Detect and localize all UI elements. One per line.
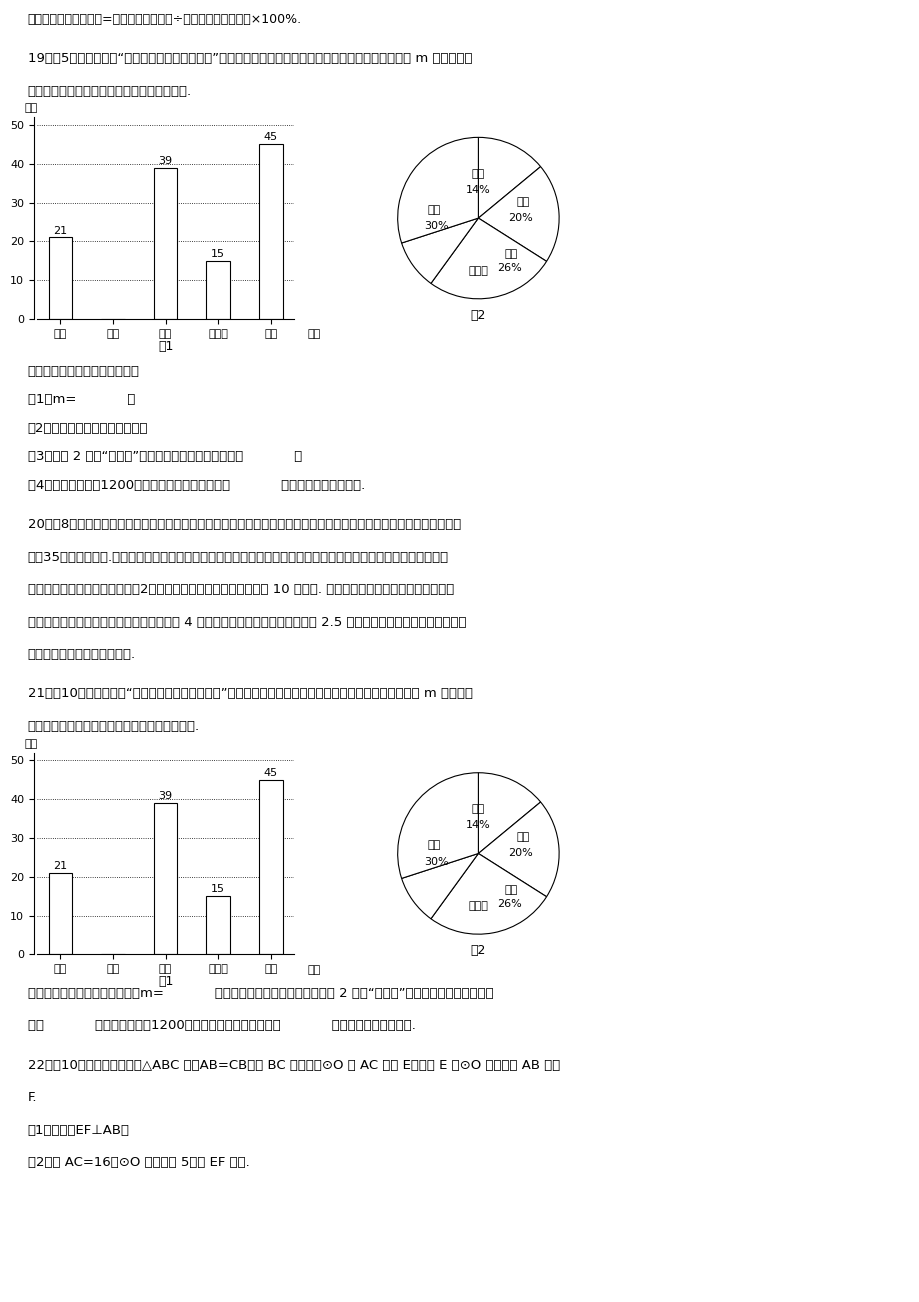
Text: 26%: 26% xyxy=(496,898,521,909)
Text: 39: 39 xyxy=(158,156,173,165)
Text: 20．（8分）某市对城区部分路段的人行道地砖、绳化带、排水管等公用设施进行全面更新改造，根据市政建设的需要，: 20．（8分）某市对城区部分路段的人行道地砖、绳化带、排水管等公用设施进行全面更… xyxy=(28,518,460,531)
Bar xyxy=(259,780,282,954)
Bar xyxy=(49,237,72,319)
Text: （3）在图 2 中，“乒专球”所对应扇形的圆心角的度数为            ；: （3）在图 2 中，“乒专球”所对应扇形的圆心角的度数为 ； xyxy=(28,450,301,464)
Wedge shape xyxy=(430,217,546,298)
Text: （2）请补全上面的条形统计图；: （2）请补全上面的条形统计图； xyxy=(28,422,148,435)
Text: 图2: 图2 xyxy=(471,309,485,322)
Text: 排球: 排球 xyxy=(471,169,484,178)
Text: （1）m=            ；: （1）m= ； xyxy=(28,393,135,406)
Wedge shape xyxy=(478,773,540,854)
Wedge shape xyxy=(478,167,559,262)
Text: 将其结果绘制成如下不完整的条形图和扇形图.: 将其结果绘制成如下不完整的条形图和扇形图. xyxy=(28,85,191,98)
Text: 图1: 图1 xyxy=(158,975,173,988)
Wedge shape xyxy=(397,138,478,243)
Bar xyxy=(49,872,72,954)
Text: 请结合以上信息解答下列问题：m=            ；请补全上面的条形统计图；在图 2 中，“乒专球”所对应扇形的圆心角的度: 请结合以上信息解答下列问题：m= ；请补全上面的条形统计图；在图 2 中，“乒专… xyxy=(28,987,493,1000)
Wedge shape xyxy=(402,217,478,284)
Wedge shape xyxy=(478,138,540,217)
Text: 45: 45 xyxy=(264,133,278,142)
Bar xyxy=(259,145,282,319)
Text: 项目: 项目 xyxy=(307,329,321,340)
Text: （2）若 AC=16，⊙O 的半径是 5，求 EF 的长.: （2）若 AC=16，⊙O 的半径是 5，求 EF 的长. xyxy=(28,1156,249,1169)
Text: 其他: 其他 xyxy=(427,204,440,215)
Wedge shape xyxy=(430,854,546,934)
Text: 21．（10分）某校开展“我最喜爱的一项体育活动”调查，要求每名学生必选且只能选一项，现随机抜查了 m 名学生，: 21．（10分）某校开展“我最喜爱的一项体育活动”调查，要求每名学生必选且只能选… xyxy=(28,687,472,700)
Text: 30%: 30% xyxy=(424,221,448,232)
Bar xyxy=(206,260,230,319)
Text: 39: 39 xyxy=(158,792,173,801)
Bar xyxy=(206,896,230,954)
Text: 14%: 14% xyxy=(466,820,490,831)
Text: 请结合以上信息解答下列问题：: 请结合以上信息解答下列问题： xyxy=(28,365,140,378)
Wedge shape xyxy=(397,773,478,879)
Text: 21: 21 xyxy=(53,861,67,871)
Text: 并将其结果绘制成如下不完整的条形图和扇形图.: 并将其结果绘制成如下不完整的条形图和扇形图. xyxy=(28,720,199,733)
Text: 19．（5分）某校开展“我最喜爱的一项体育活动”调查，要求每名学生必选且只能选一项，现随机抜查了 m 名学生，并: 19．（5分）某校开展“我最喜爱的一项体育活动”调查，要求每名学生必选且只能选一… xyxy=(28,52,471,65)
Wedge shape xyxy=(402,854,478,919)
Text: 注：某年龄段的满意率=该年龄段满意人数÷该年龄段被抜查人数×100%.: 注：某年龄段的满意率=该年龄段满意人数÷该年龄段被抜查人数×100%. xyxy=(28,13,301,26)
Text: 时完工，又能使工程费用最少.: 时完工，又能使工程费用最少. xyxy=(28,648,136,661)
Text: 20%: 20% xyxy=(507,849,532,858)
Text: 跑步: 跑步 xyxy=(504,250,516,259)
Text: 数为            ；已知该校共有1200名学生，请你估计该校约有            名学生最喜爱足球活动.: 数为 ；已知该校共有1200名学生，请你估计该校约有 名学生最喜爱足球活动. xyxy=(28,1019,415,1032)
Y-axis label: 人数: 人数 xyxy=(25,103,38,113)
Text: 45: 45 xyxy=(264,768,278,777)
Text: 排球: 排球 xyxy=(471,805,484,814)
Text: （4）已知该校共有1200名学生，请你估计该校约有            名学生最喜爱足球活动.: （4）已知该校共有1200名学生，请你估计该校约有 名学生最喜爱足球活动. xyxy=(28,479,365,492)
Text: 项目: 项目 xyxy=(307,965,321,975)
Text: 其他: 其他 xyxy=(427,840,440,850)
Text: 足球: 足球 xyxy=(516,832,528,842)
Text: 足球: 足球 xyxy=(516,197,528,207)
Text: 30%: 30% xyxy=(424,857,448,867)
Text: 跑步: 跑步 xyxy=(504,885,516,894)
Y-axis label: 人数: 人数 xyxy=(25,738,38,749)
Text: F.: F. xyxy=(28,1091,37,1104)
Wedge shape xyxy=(478,802,559,897)
Text: 图2: 图2 xyxy=(471,944,485,957)
Bar xyxy=(153,168,177,319)
Text: 乒专球: 乒专球 xyxy=(468,266,488,276)
Text: 26%: 26% xyxy=(496,263,521,273)
Text: 14%: 14% xyxy=(466,185,490,195)
Text: 需在35天内完成工程.现有甲、乙两个工程队有意承包这项工程，经调查知道，乙工程队单独完成此项工程的时间是甲: 需在35天内完成工程.现有甲、乙两个工程队有意承包这项工程，经调查知道，乙工程队… xyxy=(28,551,448,564)
Text: 各需多少天？若甲工程队每天的工程费用是 4 万元，乙工程队每天的工程费用是 2.5 万元，请你设计一种方案，既能按: 各需多少天？若甲工程队每天的工程费用是 4 万元，乙工程队每天的工程费用是 2.… xyxy=(28,616,466,629)
Text: 22．（10分）如图所示，在△ABC 中，AB=CB，以 BC 为直径的⊙O 交 AC 于点 E，过点 E 作⊙O 的切线交 AB 于点: 22．（10分）如图所示，在△ABC 中，AB=CB，以 BC 为直径的⊙O 交… xyxy=(28,1059,560,1072)
Text: 15: 15 xyxy=(211,884,225,894)
Text: 乒专球: 乒专球 xyxy=(468,901,488,911)
Text: 20%: 20% xyxy=(507,214,532,223)
Text: 21: 21 xyxy=(53,225,67,236)
Text: 工程队单独完成此项工程时间的2倍，若甲、乙两工程队合作，只需 10 天完成. 甲、乙两个工程队单独完成此项工程: 工程队单独完成此项工程时间的2倍，若甲、乙两工程队合作，只需 10 天完成. 甲… xyxy=(28,583,453,596)
Text: 图1: 图1 xyxy=(158,340,173,353)
Bar xyxy=(153,803,177,954)
Text: 15: 15 xyxy=(211,249,225,259)
Text: （1）求证：EF⊥AB；: （1）求证：EF⊥AB； xyxy=(28,1124,130,1137)
